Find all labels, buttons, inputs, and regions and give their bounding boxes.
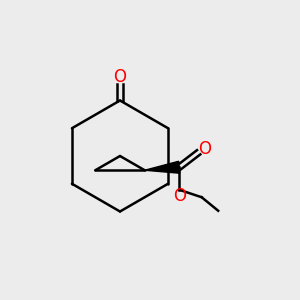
Text: O: O: [173, 187, 186, 206]
Text: O: O: [113, 68, 127, 86]
Text: O: O: [198, 140, 211, 158]
Polygon shape: [145, 161, 180, 173]
